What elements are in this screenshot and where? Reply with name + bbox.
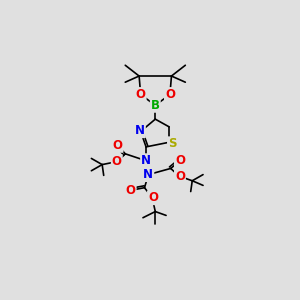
Text: N: N [141,154,151,167]
Text: O: O [136,88,146,101]
Text: O: O [126,184,136,196]
Text: N: N [143,168,153,181]
Text: O: O [112,139,123,152]
Text: O: O [112,155,122,168]
Text: N: N [135,124,145,137]
Text: S: S [168,137,176,150]
Text: O: O [175,154,185,167]
Text: O: O [148,191,158,204]
Text: B: B [151,99,160,112]
Text: O: O [165,88,175,101]
Text: O: O [175,169,185,183]
